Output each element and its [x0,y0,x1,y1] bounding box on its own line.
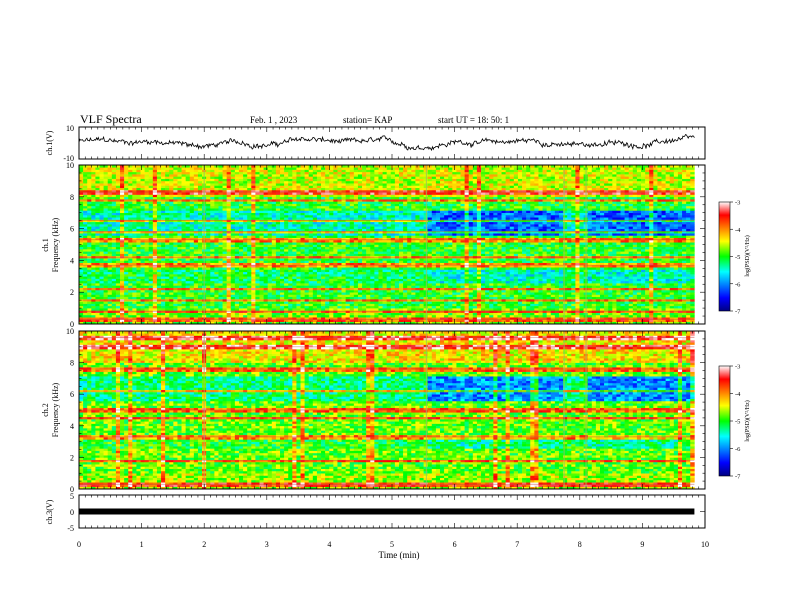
x-tick-label: 7 [515,540,519,549]
ch2-colorbar [718,365,731,477]
ch2-colorbar-label: log(PSD)(V²/Hz) [744,400,751,441]
frequency-tick-label: 0 [70,485,74,494]
ch3-trace [79,508,695,515]
x-tick-label: 4 [327,540,331,549]
ch2-spec-ylabel-2: Frequency (kHz) [51,382,60,437]
x-tick-label: 5 [390,540,394,549]
frequency-tick-label: 4 [70,256,74,265]
ch1-spec-ylabel-2: Frequency (kHz) [51,217,60,272]
colorbar-tick-label: -7 [735,309,741,316]
ch1-colorbar [718,201,731,312]
ch2-spectrogram-image [79,331,695,490]
frequency-tick-label: 6 [70,225,74,234]
x-tick-label: 9 [640,540,644,549]
ch1-spec-ylabel-1: ch.1 [41,238,50,252]
x-tick-label: 0 [77,540,81,549]
colorbar-tick-label: -6 [735,281,741,288]
frequency-tick-label: 2 [70,288,74,297]
colorbar-tick-label: -4 [735,227,741,234]
frequency-tick-label: 8 [70,359,74,368]
ch3-ylabel: ch.3(V) [45,499,54,524]
x-tick-label: 8 [578,540,582,549]
ch1-ytick-top: 10 [66,124,74,133]
colorbar-tick-label: -3 [735,364,740,371]
x-tick-label: 3 [265,540,269,549]
x-tick-label: 2 [202,540,206,549]
ch2-spec-ylabel-1: ch.2 [41,403,50,417]
date-label: Feb. 1 , 2023 [250,115,297,125]
ch1-timeseries-panel: 10 -10 ch.1(V) [45,124,706,163]
frequency-tick-label: 0 [70,320,74,329]
ch1-ytick-bottom: -10 [63,154,74,163]
frequency-tick-label: 4 [70,422,74,431]
frequency-tick-label: 8 [70,193,74,202]
ch1-colorbar-label: log(PSD)(V²/Hz) [744,235,751,276]
ch3-ytick-bottom: -5 [67,524,74,533]
ch3-timeseries-panel: 5 0 -5 ch.3(V) 0 1 2 3 4 5 6 7 8 9 10 Time (min) [45,492,709,560]
ch3-ytick-mid: 0 [70,508,74,517]
frequency-tick-label: 10 [66,161,74,170]
station-label: station= KAP [343,115,392,125]
ch1-trace [78,133,695,152]
colorbar-tick-label: -4 [735,391,741,398]
ch1-spectrogram-image [79,165,695,325]
ch1-ylabel: ch.1(V) [45,130,54,155]
chart-title: VLF Spectra [80,112,142,127]
ch3-ytick-top: 5 [70,492,74,501]
frequency-tick-label: 10 [66,327,74,336]
x-axis-title: Time (min) [379,550,420,560]
colorbar-tick-label: -5 [735,419,740,426]
colorbar-tick-label: -5 [735,254,740,261]
x-tick-label: 1 [140,540,144,549]
frequency-tick-label: 6 [70,390,74,399]
x-tick-label: 10 [701,540,709,549]
colorbar-tick-label: -3 [735,200,740,207]
x-tick-label: 6 [453,540,457,549]
colorbar-tick-label: -6 [735,446,741,453]
frequency-tick-label: 2 [70,453,74,462]
start-time-label: start UT = 18: 50: 1 [438,115,509,125]
colorbar-tick-label: -7 [735,474,741,481]
